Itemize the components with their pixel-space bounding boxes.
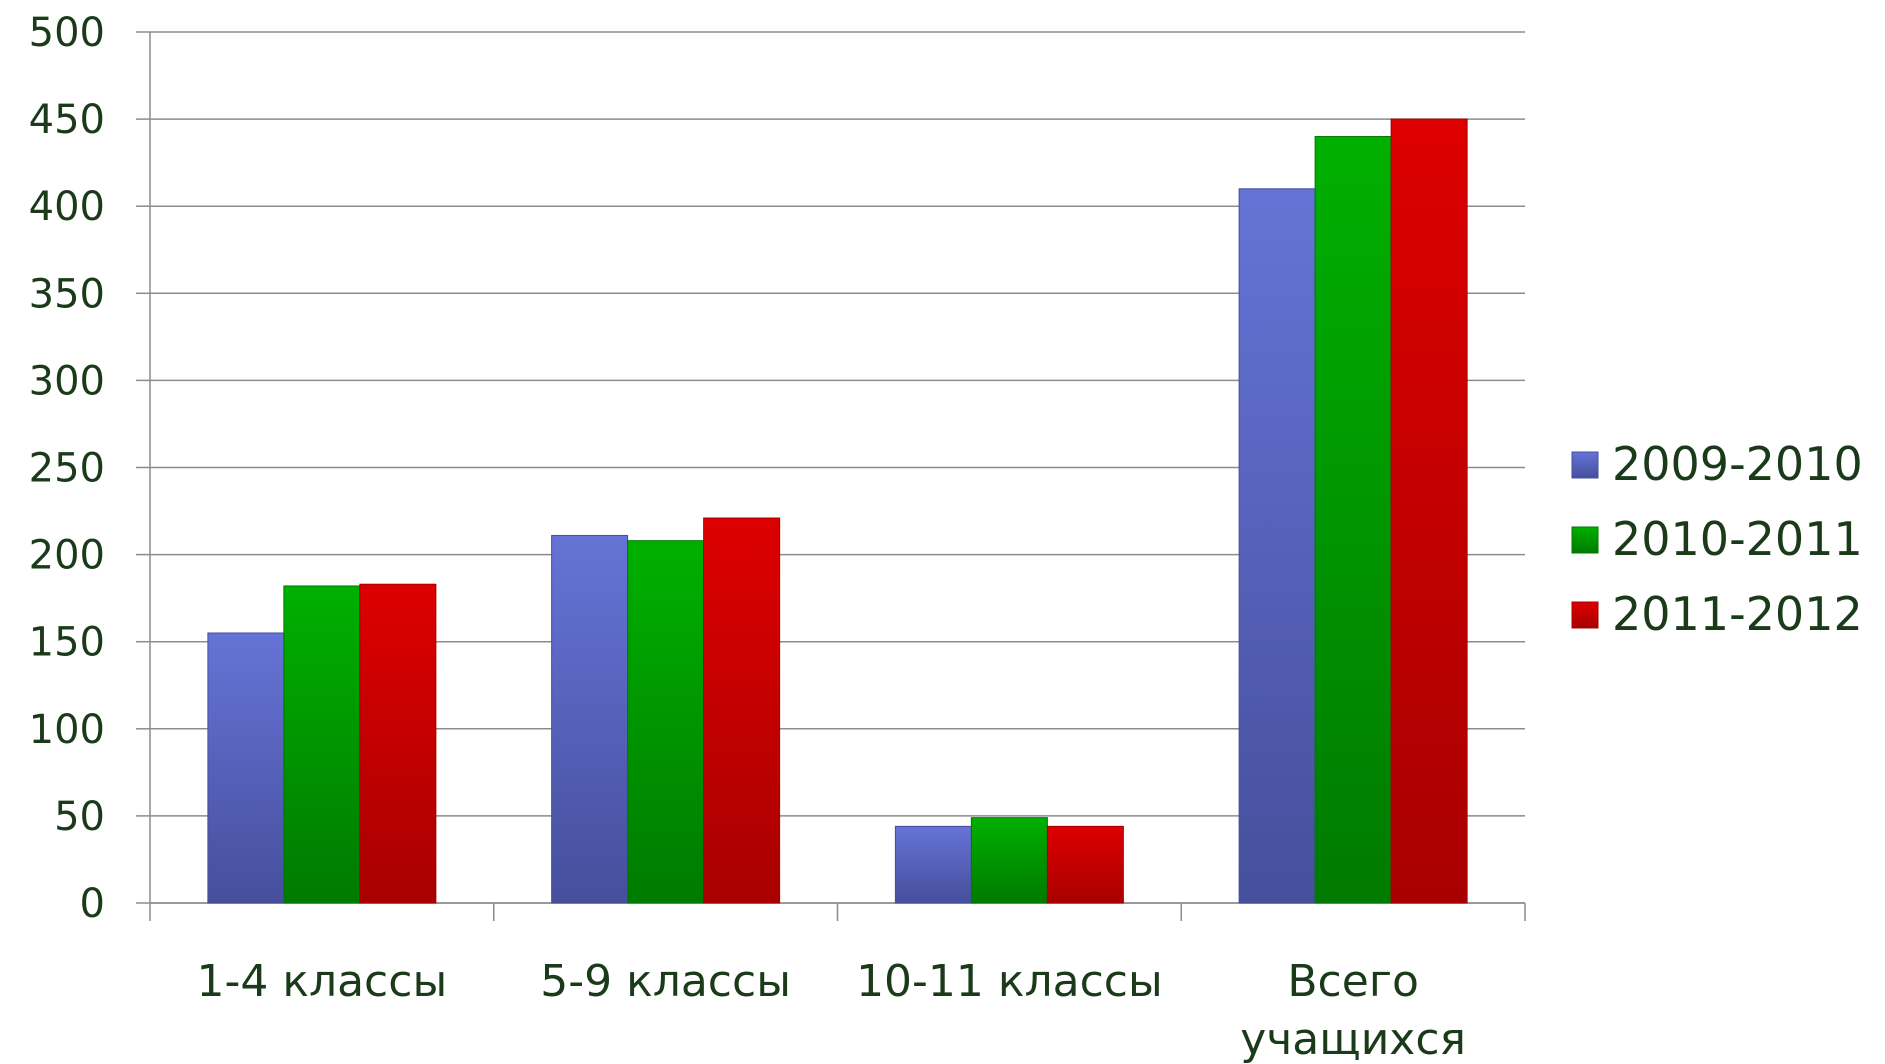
x-tick-label: 10-11 классы bbox=[856, 956, 1163, 1007]
y-tick-label: 400 bbox=[29, 184, 105, 230]
x-tick-label: 1-4 классы bbox=[197, 956, 448, 1007]
bar bbox=[1238, 188, 1316, 904]
x-tick-label: 5-9 классы bbox=[540, 956, 791, 1007]
legend-label: 2010-2011 bbox=[1612, 512, 1863, 566]
bar bbox=[207, 632, 285, 904]
bar bbox=[703, 517, 781, 904]
bar bbox=[627, 540, 705, 904]
y-tick-label: 450 bbox=[29, 97, 105, 143]
x-tick-label: Всего bbox=[1287, 956, 1418, 1007]
legend-label: 2011-2012 bbox=[1612, 587, 1863, 641]
bar bbox=[894, 825, 972, 904]
y-tick-label: 150 bbox=[29, 620, 105, 666]
legend-swatch bbox=[1571, 601, 1599, 629]
bar bbox=[1390, 118, 1468, 904]
y-tick-label: 100 bbox=[29, 707, 105, 753]
bar bbox=[1314, 136, 1392, 904]
y-tick-label: 200 bbox=[29, 533, 105, 579]
y-tick-label: 0 bbox=[80, 881, 105, 927]
bar bbox=[359, 583, 437, 904]
legend-label: 2009-2010 bbox=[1612, 437, 1863, 491]
bar bbox=[970, 817, 1048, 904]
bars bbox=[207, 118, 1468, 904]
y-tick-label: 350 bbox=[29, 271, 105, 317]
x-tick-label: учащихся bbox=[1240, 1014, 1466, 1064]
y-tick-label: 500 bbox=[29, 10, 105, 56]
legend-swatch bbox=[1571, 451, 1599, 479]
bar bbox=[283, 585, 361, 904]
legend-swatch bbox=[1571, 526, 1599, 554]
y-tick-label: 250 bbox=[29, 446, 105, 492]
y-tick-label: 300 bbox=[29, 358, 105, 404]
bar bbox=[551, 534, 629, 904]
y-tick-label: 50 bbox=[54, 794, 105, 840]
legend: 2009-2010 2010-2011 2011-2012 bbox=[1571, 437, 1863, 641]
bar bbox=[1046, 825, 1124, 904]
category-labels: 1-4 классы 5-9 классы 10-11 классы Всего уча… bbox=[197, 956, 1466, 1064]
